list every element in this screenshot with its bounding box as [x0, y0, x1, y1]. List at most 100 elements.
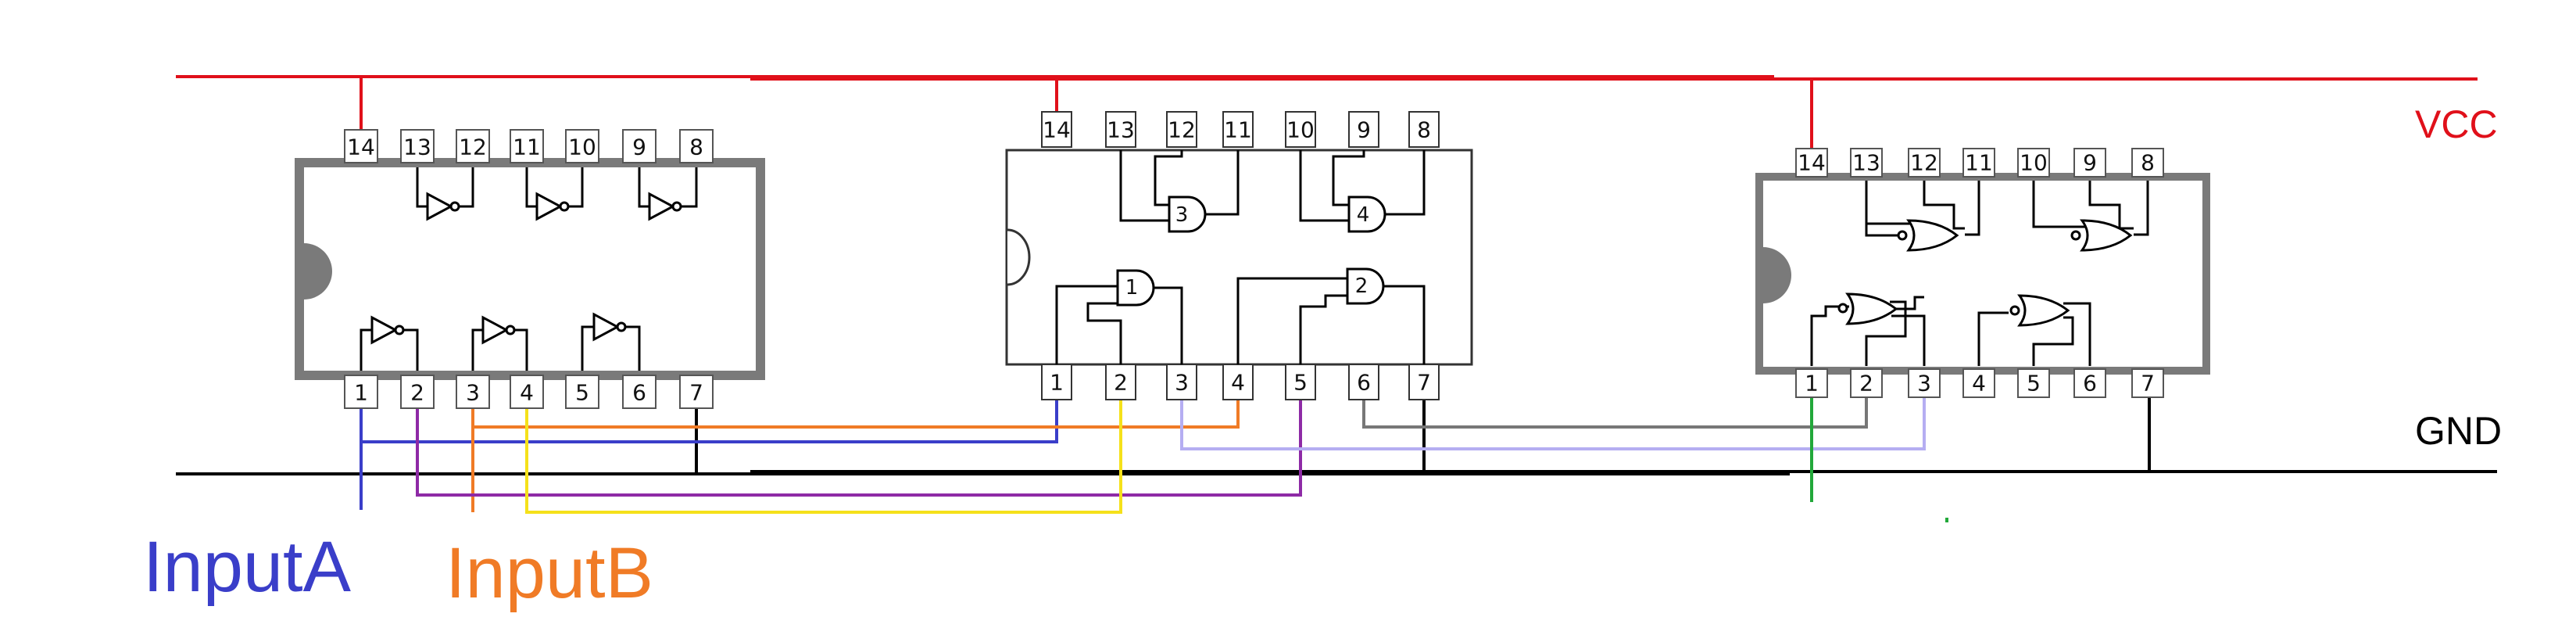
pin-1: 1 [344, 375, 378, 409]
nor-gate-icon [1810, 292, 1926, 366]
internal-gates: 3 4 1 [1055, 150, 1426, 364]
pin-label: 8 [1417, 117, 1431, 143]
pin-label: 3 [1175, 370, 1189, 396]
pin-12: 12 [456, 129, 490, 163]
gate-label: 2 [1355, 274, 1368, 298]
pin-4: 4 [1962, 368, 1995, 398]
pin-label: 8 [2141, 150, 2155, 176]
pin-3: 3 [1166, 364, 1197, 400]
pin-label: 7 [1417, 370, 1431, 396]
pin-7: 7 [1408, 364, 1440, 400]
pin-7: 7 [2131, 368, 2164, 398]
pin-9: 9 [1348, 111, 1379, 148]
pin-5: 5 [1285, 364, 1316, 400]
pin-label: 7 [689, 380, 703, 406]
nor-gate-icon [1865, 181, 1980, 252]
wire-input-b-to-and-pin4 [473, 397, 1240, 429]
pin-1: 1 [1795, 368, 1828, 398]
pin-label: 6 [1357, 370, 1371, 396]
pin-label: 11 [1965, 150, 1993, 176]
input-b-label: InputB [445, 533, 653, 613]
pin-10: 10 [2017, 148, 2050, 178]
chip-and: 14 13 12 11 10 9 8 1 2 3 4 5 6 7 3 [1005, 111, 1473, 400]
and-gate-icon: 3 [1119, 150, 1240, 233]
chip-nor: 14 13 12 11 10 9 8 1 2 3 4 5 6 7 [1755, 148, 2210, 398]
pin-label: 2 [410, 380, 424, 406]
pin-8: 8 [679, 129, 714, 163]
pin-9: 9 [2073, 148, 2106, 178]
pin-label: 13 [1107, 117, 1135, 143]
pin-label: 3 [466, 380, 480, 406]
bottom-pins: 1 2 3 4 5 6 7 [344, 375, 714, 409]
pin-10: 10 [1285, 111, 1316, 148]
nor-gate-icon [2032, 181, 2149, 252]
pin-label: 7 [2141, 371, 2155, 396]
pin-label: 9 [1357, 117, 1371, 143]
wire-not4-to-and2 [525, 397, 1122, 514]
pin-label: 11 [513, 135, 541, 160]
pin-label: 12 [459, 135, 487, 160]
chip-not: 14 13 12 11 10 9 8 1 2 3 4 5 6 7 [295, 129, 765, 409]
pin-label: 3 [1917, 371, 1931, 396]
top-pins: 14 13 12 11 10 9 8 [1795, 148, 2164, 178]
and-gate-icon: 1 [1055, 269, 1183, 364]
pin-2: 2 [400, 375, 435, 409]
pin-label: 4 [1231, 370, 1245, 396]
pin-label: 14 [347, 135, 375, 160]
pin-label: 5 [2027, 371, 2041, 396]
signal-wires [360, 397, 1948, 522]
not-gate-icon [525, 167, 584, 221]
pin-label: 2 [1114, 370, 1128, 396]
pin-label: 6 [2083, 371, 2097, 396]
wire-input-a-to-and-pin1 [361, 397, 1058, 443]
pin-label: 10 [2020, 150, 2048, 176]
chip-notch [1763, 247, 1791, 303]
pin-label: 10 [568, 135, 596, 160]
not-gate-icon [360, 315, 419, 371]
pin-label: 1 [1805, 371, 1819, 396]
pin-2: 2 [1105, 364, 1136, 400]
pin-label: 1 [354, 380, 368, 406]
pin-11: 11 [1962, 148, 1995, 178]
pin-label: 5 [575, 380, 589, 406]
pin-3: 3 [1908, 368, 1941, 398]
not-gate-icon [416, 167, 474, 221]
chip-notch [1007, 228, 1031, 286]
pin-13: 13 [1105, 111, 1136, 148]
pin-4: 4 [510, 375, 544, 409]
and-gate-icon: 4 [1299, 150, 1426, 233]
pin-9: 9 [622, 129, 657, 163]
and-gate-icon: 2 [1236, 267, 1426, 364]
wire-and3-to-nor3 [1180, 397, 1926, 450]
pin-label: 13 [1852, 150, 1880, 176]
pin-label: 4 [520, 380, 534, 406]
pin-11: 11 [510, 129, 544, 163]
pin-label: 14 [1043, 117, 1071, 143]
chip-body [295, 158, 765, 380]
pin-2: 2 [1850, 368, 1883, 398]
vcc-rail [176, 75, 2478, 150]
not-gate-icon [638, 167, 698, 221]
pin-label: 14 [1798, 150, 1826, 176]
pin-14: 14 [1041, 111, 1072, 148]
not-gate-icon [471, 315, 528, 371]
vcc-label: VCC [2415, 102, 2498, 146]
top-pins: 14 13 12 11 10 9 8 [344, 129, 714, 163]
gnd-rail [176, 397, 2497, 475]
pin-6: 6 [2073, 368, 2106, 398]
pin-7: 7 [679, 375, 714, 409]
pin-14: 14 [344, 129, 378, 163]
top-pins: 14 13 12 11 10 9 8 [1041, 111, 1440, 148]
pin-label: 2 [1859, 371, 1873, 396]
pin-12: 12 [1166, 111, 1197, 148]
gate-label: 3 [1175, 203, 1189, 227]
pin-label: 4 [1972, 371, 1986, 396]
pin-label: 6 [632, 380, 646, 406]
pin-label: 12 [1168, 117, 1196, 143]
wire-and6-to-nor2 [1362, 397, 1868, 429]
pin-10: 10 [565, 129, 599, 163]
bottom-pins: 1 2 3 4 5 6 7 [1795, 368, 2164, 398]
pin-11: 11 [1222, 111, 1254, 148]
pin-4: 4 [1222, 364, 1254, 400]
pin-label: 1 [1050, 370, 1064, 396]
